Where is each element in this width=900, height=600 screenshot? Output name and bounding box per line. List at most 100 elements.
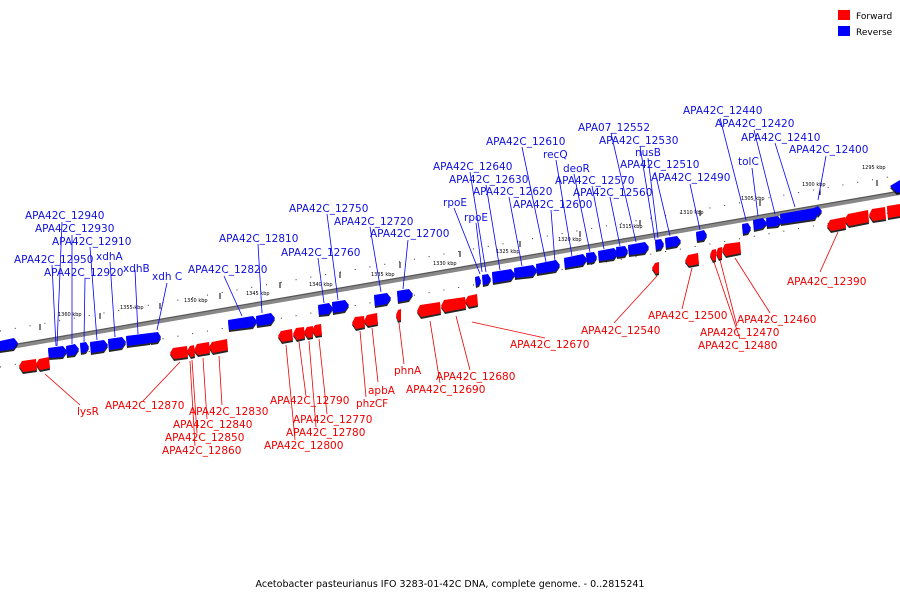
gene-arrow-forward[interactable] bbox=[722, 242, 741, 256]
gene-label-reverse[interactable]: APA42C_12750 bbox=[289, 203, 368, 215]
gene-label-reverse[interactable]: APA42C_12920 bbox=[44, 267, 123, 279]
gene-arrow-reverse[interactable] bbox=[665, 236, 681, 248]
gene-arrow-reverse[interactable] bbox=[514, 265, 537, 278]
gene-arrow-reverse[interactable] bbox=[890, 180, 900, 193]
gene-arrow-forward[interactable] bbox=[364, 313, 378, 326]
gene-arrow-reverse[interactable] bbox=[332, 300, 349, 313]
gene-arrow-reverse[interactable] bbox=[616, 246, 628, 257]
gene-arrow-reverse[interactable] bbox=[126, 333, 153, 346]
gene-label-reverse[interactable]: APA42C_12600 bbox=[513, 199, 592, 211]
gene-arrow-forward[interactable] bbox=[187, 345, 195, 357]
gene-label-reverse[interactable]: APA42C_12530 bbox=[599, 135, 678, 147]
gene-arrow-reverse[interactable] bbox=[475, 276, 481, 286]
gene-label-forward[interactable]: APA42C_12830 bbox=[189, 406, 268, 418]
gene-label-forward[interactable]: APA42C_12390 bbox=[787, 276, 866, 288]
gene-arrow-forward[interactable] bbox=[396, 309, 401, 321]
gene-arrow-reverse[interactable] bbox=[48, 346, 67, 358]
gene-label-reverse[interactable]: APA42C_12950 bbox=[14, 254, 93, 266]
gene-arrow-forward[interactable] bbox=[685, 253, 699, 266]
gene-label-reverse[interactable]: APA42C_12490 bbox=[651, 172, 730, 184]
gene-label-forward[interactable]: APA42C_12790 bbox=[270, 395, 349, 407]
gene-arrow-forward[interactable] bbox=[652, 262, 659, 274]
gene-arrow-reverse[interactable] bbox=[742, 223, 751, 234]
gene-label-forward[interactable]: APA42C_12500 bbox=[648, 310, 727, 322]
gene-arrow-forward[interactable] bbox=[170, 346, 188, 359]
gene-arrow-forward[interactable] bbox=[441, 297, 466, 312]
gene-label-reverse[interactable]: xdhB bbox=[123, 263, 150, 275]
gene-label-reverse[interactable]: APA42C_12420 bbox=[715, 118, 794, 130]
gene-arrow-reverse[interactable] bbox=[696, 230, 707, 241]
gene-label-reverse[interactable]: APA42C_12820 bbox=[188, 264, 267, 276]
gene-arrow-reverse[interactable] bbox=[766, 216, 782, 227]
gene-arrow-forward[interactable] bbox=[417, 302, 441, 317]
gene-label-reverse[interactable]: APA42C_12440 bbox=[683, 105, 762, 117]
gene-label-reverse[interactable]: APA42C_12930 bbox=[35, 223, 114, 235]
gene-arrow-reverse[interactable] bbox=[598, 248, 618, 261]
gene-label-forward[interactable]: APA42C_12480 bbox=[698, 340, 777, 352]
gene-label-forward[interactable]: APA42C_12670 bbox=[510, 339, 589, 351]
gene-arrow-forward[interactable] bbox=[293, 327, 305, 340]
gene-arrow-forward[interactable] bbox=[716, 247, 722, 259]
gene-arrow-forward[interactable] bbox=[844, 210, 869, 226]
gene-label-forward[interactable]: apbA bbox=[368, 385, 396, 397]
gene-label-forward[interactable]: APA42C_12850 bbox=[165, 432, 244, 444]
gene-label-forward[interactable]: APA42C_12800 bbox=[264, 440, 343, 452]
gene-label-reverse[interactable]: tolC bbox=[738, 156, 759, 168]
gene-label-forward[interactable]: APA42C_12470 bbox=[700, 327, 779, 339]
gene-label-reverse[interactable]: APA42C_12410 bbox=[741, 132, 820, 144]
gene-arrow-forward[interactable] bbox=[827, 217, 846, 231]
gene-arrow-forward[interactable] bbox=[209, 339, 228, 353]
gene-label-reverse[interactable]: APA42C_12640 bbox=[433, 161, 512, 173]
gene-arrow-reverse[interactable] bbox=[536, 260, 560, 274]
gene-arrow-forward[interactable] bbox=[304, 326, 313, 338]
gene-label-forward[interactable]: APA42C_12840 bbox=[173, 419, 252, 431]
gene-arrow-reverse[interactable] bbox=[374, 293, 391, 306]
gene-arrow-forward[interactable] bbox=[710, 249, 716, 261]
gene-label-forward[interactable]: APA42C_12780 bbox=[286, 427, 365, 439]
gene-label-forward[interactable]: APA42C_12770 bbox=[293, 414, 372, 426]
gene-label-reverse[interactable]: APA42C_12400 bbox=[789, 144, 868, 156]
gene-label-reverse[interactable]: rpoE bbox=[443, 197, 467, 209]
gene-arrow-reverse[interactable] bbox=[814, 206, 822, 216]
gene-arrow-reverse[interactable] bbox=[80, 342, 89, 353]
gene-arrow-reverse[interactable] bbox=[256, 313, 275, 326]
gene-label-forward[interactable]: phnA bbox=[394, 365, 422, 377]
gene-label-forward[interactable]: APA42C_12540 bbox=[581, 325, 660, 337]
gene-label-reverse[interactable]: rpoE bbox=[464, 212, 488, 224]
gene-label-reverse[interactable]: APA42C_12720 bbox=[334, 216, 413, 228]
gene-label-forward[interactable]: APA42C_12870 bbox=[105, 400, 184, 412]
gene-label-reverse[interactable]: APA42C_12940 bbox=[25, 210, 104, 222]
gene-label-forward[interactable]: APA42C_12460 bbox=[737, 314, 816, 326]
gene-arrow-reverse[interactable] bbox=[628, 242, 649, 255]
gene-arrow-reverse[interactable] bbox=[655, 239, 664, 250]
gene-label-forward[interactable]: phzCF bbox=[356, 398, 388, 410]
gene-label-reverse[interactable]: APA42C_12510 bbox=[620, 159, 699, 171]
gene-arrow-reverse[interactable] bbox=[397, 289, 413, 302]
gene-label-reverse[interactable]: recQ bbox=[543, 149, 568, 161]
gene-arrow-forward[interactable] bbox=[19, 359, 37, 372]
gene-arrow-reverse[interactable] bbox=[318, 303, 333, 315]
gene-label-reverse[interactable]: APA07_12552 bbox=[578, 122, 650, 134]
gene-arrow-reverse[interactable] bbox=[780, 208, 818, 224]
gene-label-reverse[interactable]: xdhA bbox=[96, 251, 124, 263]
gene-label-reverse[interactable]: nusB bbox=[635, 147, 661, 159]
gene-arrow-reverse[interactable] bbox=[492, 269, 515, 283]
gene-arrow-reverse[interactable] bbox=[753, 218, 767, 230]
gene-label-forward[interactable]: lysR bbox=[77, 406, 99, 418]
gene-arrow-reverse[interactable] bbox=[564, 254, 587, 268]
gene-arrow-reverse[interactable] bbox=[482, 274, 491, 285]
gene-label-forward[interactable]: APA42C_12860 bbox=[162, 445, 241, 457]
gene-label-reverse[interactable]: APA42C_12630 bbox=[449, 174, 528, 186]
gene-arrow-forward[interactable] bbox=[312, 324, 322, 336]
gene-label-forward[interactable]: APA42C_12680 bbox=[436, 371, 515, 383]
gene-arrow-forward[interactable] bbox=[869, 207, 886, 221]
gene-label-reverse[interactable]: APA42C_12700 bbox=[370, 228, 449, 240]
gene-arrow-forward[interactable] bbox=[36, 357, 50, 370]
gene-label-forward[interactable]: APA42C_12690 bbox=[406, 384, 485, 396]
gene-label-reverse[interactable]: deoR bbox=[563, 163, 590, 175]
gene-arrow-reverse[interactable] bbox=[0, 338, 18, 351]
gene-arrow-forward[interactable] bbox=[278, 329, 293, 342]
gene-label-reverse[interactable]: APA42C_12910 bbox=[52, 236, 131, 248]
gene-label-reverse[interactable]: APA42C_12560 bbox=[573, 187, 652, 199]
gene-arrow-forward[interactable] bbox=[465, 294, 478, 307]
